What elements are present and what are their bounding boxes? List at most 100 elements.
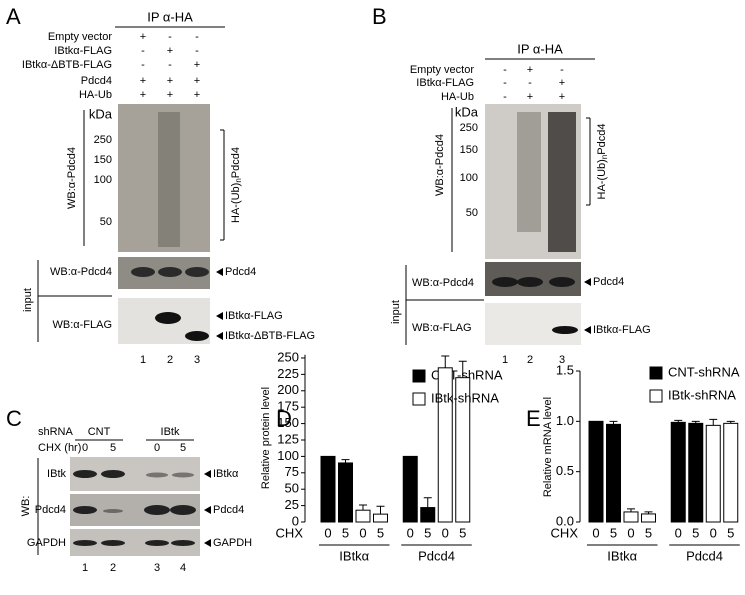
wb-label: WB:α-Pdcd4 xyxy=(50,266,112,278)
band-label: IBtkα-FLAG xyxy=(593,324,651,336)
arrow xyxy=(204,506,211,514)
sign: - xyxy=(503,64,507,76)
sign: - xyxy=(560,64,564,76)
x-tick-label: 0 xyxy=(442,525,449,540)
error-bar xyxy=(359,504,367,511)
sign: - xyxy=(503,91,507,103)
panel-label: D xyxy=(276,406,292,431)
panel-label: E xyxy=(526,406,541,431)
smear-sub: n xyxy=(600,155,609,159)
legend-label: IBtk-shRNA xyxy=(668,387,736,402)
legend-label: IBtk-shRNA xyxy=(431,390,499,405)
sign: + xyxy=(527,64,533,76)
smear-suffix: Pdcd4 xyxy=(230,147,242,178)
sign: + xyxy=(194,75,200,87)
bar xyxy=(402,455,418,523)
smear-sub: n xyxy=(234,178,243,182)
y-axis-label: Relative protein level xyxy=(260,387,272,489)
bar xyxy=(688,422,704,523)
wb-label: WB:α-FLAG xyxy=(412,322,472,334)
lane-number: 3 xyxy=(559,354,565,366)
y-tick-label: 225 xyxy=(277,366,299,381)
lane-number: 2 xyxy=(110,562,116,574)
y-tick-label: 0 xyxy=(292,513,299,528)
y-tick-label: 0.0 xyxy=(556,513,574,528)
marker: 50 xyxy=(466,207,478,219)
x-tick-label: 5 xyxy=(645,525,652,540)
time: 5 xyxy=(180,442,186,454)
blot xyxy=(485,303,581,345)
bands xyxy=(73,470,196,546)
arrow xyxy=(216,332,223,340)
bar xyxy=(641,513,656,523)
x-tick-label: 5 xyxy=(342,525,349,540)
bar xyxy=(355,509,371,523)
band-label: Pdcd4 xyxy=(213,504,244,516)
sign: + xyxy=(167,75,173,87)
bar xyxy=(338,462,353,523)
row-label: shRNA xyxy=(38,426,74,438)
time: 0 xyxy=(82,442,88,454)
x-tick-label: 0 xyxy=(675,525,682,540)
legend-label: CNT-shRNA xyxy=(668,364,740,379)
y-axis-label: Relative mRNA level xyxy=(542,397,554,497)
smear-prefix: HA-(Ub) xyxy=(230,183,242,223)
group-label: Pdcd4 xyxy=(686,548,723,563)
y-tick-label: 150 xyxy=(277,415,299,430)
marker: 50 xyxy=(100,216,112,228)
time: 5 xyxy=(110,442,116,454)
error-bar xyxy=(691,420,700,424)
ip-label: IP α-HA xyxy=(147,9,193,24)
y-tick-label: 0.5 xyxy=(556,463,574,478)
marker: 100 xyxy=(94,174,112,186)
sign: + xyxy=(140,31,146,43)
band xyxy=(158,267,182,277)
y-tick-label: 25 xyxy=(285,497,299,512)
row-label: Empty vector xyxy=(48,31,113,43)
row-label: CHX (hr) xyxy=(38,442,81,454)
bar xyxy=(670,421,686,523)
row-label: GAPDH xyxy=(27,537,66,549)
error-bar xyxy=(341,459,350,463)
error-bar xyxy=(627,508,635,512)
y-tick-label: 125 xyxy=(277,431,299,446)
band-label: IBtkα-ΔBTB-FLAG xyxy=(225,330,315,342)
arrow xyxy=(584,326,591,334)
x-tick-label: 5 xyxy=(727,525,734,540)
band-label: Pdcd4 xyxy=(225,266,256,278)
y-tick-label: 50 xyxy=(285,481,299,496)
marker: 150 xyxy=(94,154,112,166)
input-label: input xyxy=(22,288,34,312)
smear-label: HA-(Ub)nPdcd4 xyxy=(596,124,609,200)
sign: - xyxy=(528,77,532,89)
sign: - xyxy=(168,31,172,43)
x-tick-label: 0 xyxy=(359,525,366,540)
y-tick-label: 100 xyxy=(277,448,299,463)
smear xyxy=(158,112,180,247)
sign: + xyxy=(194,59,200,71)
marker: 150 xyxy=(460,144,478,156)
y-tick-label: 175 xyxy=(277,399,299,414)
band-label: IBtkα xyxy=(213,468,239,480)
lane-number: 3 xyxy=(154,562,160,574)
smear xyxy=(517,112,541,232)
error-bar xyxy=(726,420,735,424)
row-label: IBtk xyxy=(47,468,66,480)
marker: 250 xyxy=(460,122,478,134)
x-tick-label: 5 xyxy=(377,525,384,540)
lane-number: 2 xyxy=(167,354,173,366)
y-tick-label: 1.0 xyxy=(556,413,574,428)
x-tick-label: 0 xyxy=(627,525,634,540)
band xyxy=(492,277,518,287)
x-axis-label: CHX xyxy=(551,525,579,540)
bar xyxy=(373,513,388,523)
bar xyxy=(623,511,639,523)
row-label: Empty vector xyxy=(410,64,475,76)
row-label: IBtkα-FLAG xyxy=(54,45,112,57)
smear-suffix: Pdcd4 xyxy=(596,124,608,155)
sign: - xyxy=(195,31,199,43)
row-label: Pdcd4 xyxy=(81,75,112,87)
x-tick-label: 0 xyxy=(324,525,331,540)
band xyxy=(155,312,181,324)
